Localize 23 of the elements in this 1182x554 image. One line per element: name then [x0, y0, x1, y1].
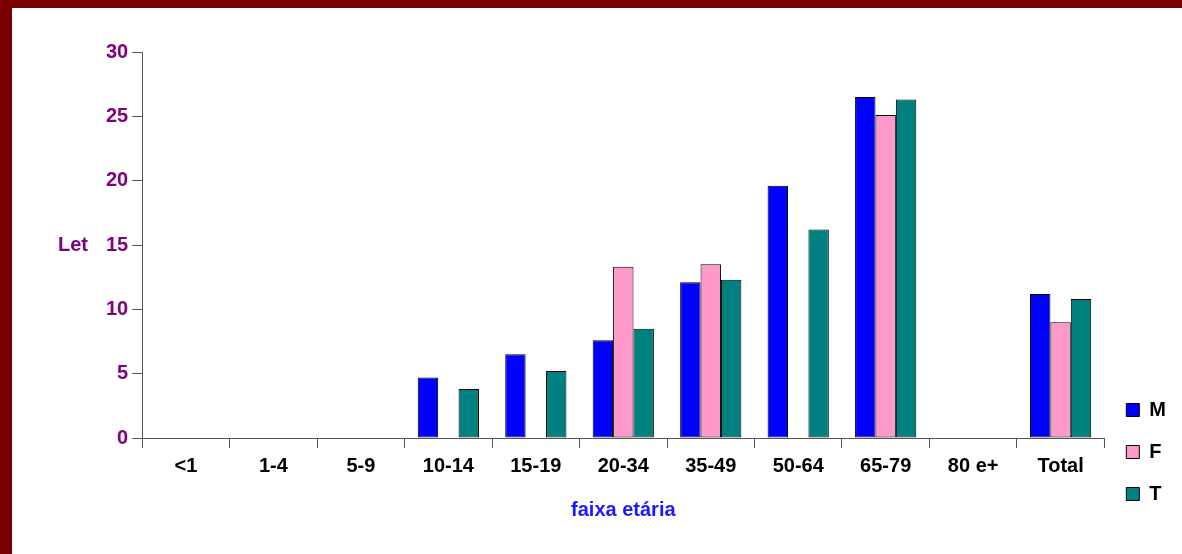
x-tick-label: 15-19 — [510, 453, 562, 476]
legend-label: F — [1149, 439, 1162, 462]
y-tick-label: 30 — [106, 39, 129, 62]
y-tick-label: 15 — [106, 232, 129, 255]
x-tick-label: 50-64 — [772, 453, 825, 476]
x-tick-label: 10-14 — [422, 453, 475, 476]
x-tick-label: 5-9 — [346, 453, 376, 476]
legend-label: T — [1149, 481, 1162, 504]
x-tick-label: <1 — [174, 453, 198, 476]
y-tick-label: 20 — [106, 168, 129, 191]
legend-label: M — [1149, 397, 1167, 420]
y-tick-label: 25 — [106, 103, 129, 126]
y-tick-label: 5 — [117, 361, 129, 384]
y-tick-label: 0 — [117, 425, 129, 448]
x-tick-label: Total — [1037, 453, 1084, 476]
x-tick-label: 20-34 — [597, 453, 650, 476]
x-tick-label: 35-49 — [685, 453, 737, 476]
y-tick-label: 10 — [106, 296, 129, 319]
x-axis-title: faixa etária — [571, 497, 677, 520]
x-tick-label: 1-4 — [258, 453, 289, 476]
y-axis-title: Let — [58, 232, 89, 255]
x-tick-label: 65-79 — [860, 453, 912, 476]
x-tick-label: 80 e+ — [947, 453, 999, 476]
